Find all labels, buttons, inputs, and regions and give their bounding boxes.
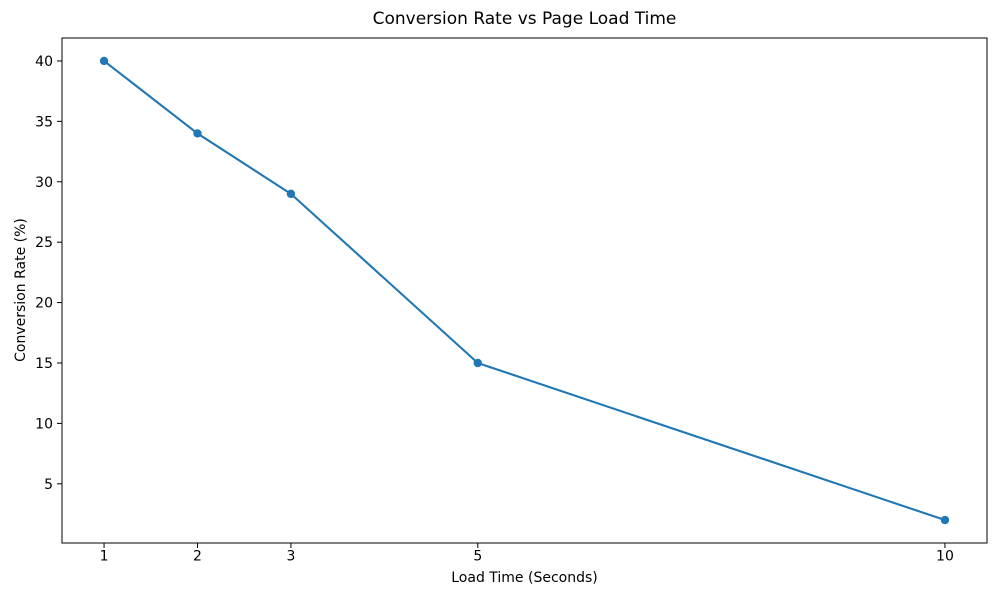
data-point (99, 56, 109, 66)
y-tick-label: 15 (35, 356, 53, 372)
data-point (473, 358, 482, 368)
y-tick-label: 5 (44, 477, 53, 493)
x-axis-label: Load Time (Seconds) (451, 570, 598, 586)
chart-title: Conversion Rate vs Page Load Time (372, 9, 677, 29)
data-point (286, 189, 296, 199)
x-tick-label: 10 (936, 549, 954, 565)
data-point (940, 515, 950, 525)
y-tick-label: 30 (35, 175, 53, 191)
data-line (102, 59, 947, 522)
y-tick-label: 10 (35, 416, 53, 432)
plot-border (61, 37, 988, 544)
y-tick-label: 40 (35, 54, 53, 70)
x-tick-label: 2 (193, 549, 202, 565)
y-axis-label: Conversion Rate (%) (13, 218, 29, 362)
data-point (193, 129, 202, 138)
y-tick-label: 20 (35, 296, 53, 312)
y-tick-label: 35 (35, 114, 53, 130)
x-tick-label: 3 (286, 549, 295, 565)
y-tick-label: 25 (35, 235, 53, 251)
x-tick-label: 1 (100, 549, 109, 565)
x-tick-label: 5 (473, 549, 482, 565)
